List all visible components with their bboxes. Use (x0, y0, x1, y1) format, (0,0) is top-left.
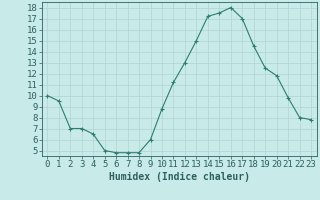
X-axis label: Humidex (Indice chaleur): Humidex (Indice chaleur) (109, 172, 250, 182)
